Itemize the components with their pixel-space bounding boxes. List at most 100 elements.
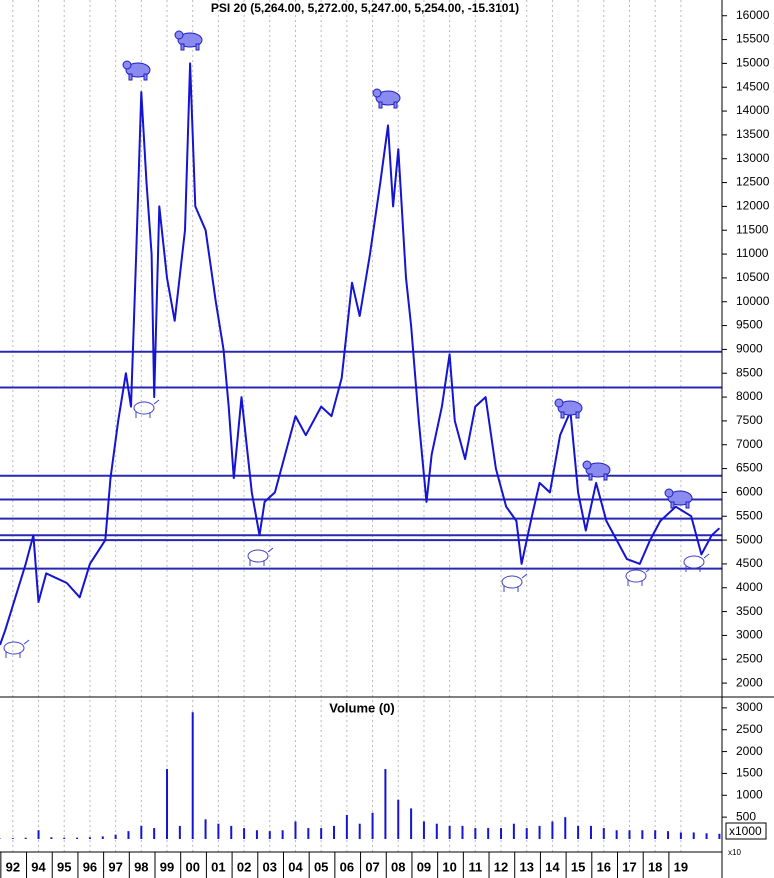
y-tick-label: 10000 [736, 294, 770, 308]
bear-icon [664, 488, 693, 509]
y-tick-label: 14000 [736, 103, 770, 117]
chart-title: PSI 20 (5,264.00, 5,272.00, 5,247.00, 5,… [211, 1, 519, 15]
volume-bar [551, 821, 554, 839]
volume-bar [654, 830, 657, 839]
icons [3, 399, 710, 658]
bull-icon [247, 547, 274, 566]
volume-bar [397, 799, 400, 839]
x-tick-label: 07 [365, 859, 379, 874]
y-tick-label: 2500 [736, 651, 763, 665]
volume-bar [268, 831, 271, 839]
volume-bar [435, 823, 438, 839]
volume-bar [88, 837, 91, 839]
y-tick-label: 14500 [736, 79, 770, 93]
volume-bar [371, 812, 374, 839]
volume-bar [178, 825, 181, 839]
y-tick-label: 3500 [736, 604, 763, 618]
x-tick-label: 02 [237, 859, 251, 874]
volume-bar [628, 830, 631, 839]
volume-bar [230, 825, 233, 839]
x-tick-label: 15 [571, 859, 585, 874]
volume-bar [217, 823, 220, 839]
bull-icon [501, 573, 528, 592]
bear-icon [372, 88, 401, 109]
volume-bar [11, 838, 14, 839]
volume-bar [448, 825, 451, 839]
volume-bar [474, 828, 477, 839]
volume-bar [667, 831, 670, 839]
x-tick-label: 10 [442, 859, 456, 874]
volume-bar [358, 823, 361, 839]
y-tick-label: 3000 [736, 700, 763, 714]
volume-bar [589, 825, 592, 839]
x-tick-label: 18 [648, 859, 662, 874]
y-tick-label: 7000 [736, 437, 763, 451]
volume-bar [500, 828, 503, 839]
y-tick-label: 9500 [736, 318, 763, 332]
y-tick-label: 12000 [736, 199, 770, 213]
x-tick-label: 94 [31, 859, 46, 874]
unit-label: x10 [728, 848, 741, 857]
volume-bar [602, 828, 605, 839]
volume-bar [564, 817, 567, 839]
y-tick-label: 3000 [736, 628, 763, 642]
x-tick-label: 13 [519, 859, 533, 874]
y-tick-label: 15500 [736, 32, 770, 46]
volume-bar [679, 832, 682, 839]
volume-bar [294, 821, 297, 839]
x-tick-label: 12 [494, 859, 508, 874]
x-tick-label: 92 [6, 859, 20, 874]
x-tick-label: 00 [185, 859, 199, 874]
y-tick-label: 5500 [736, 508, 763, 522]
y-tick-label: 1500 [736, 766, 763, 780]
y-tick-label: 2000 [736, 744, 763, 758]
y-tick-label: 12500 [736, 175, 770, 189]
volume-bar [37, 830, 40, 839]
x-tick-label: 99 [160, 859, 174, 874]
bull-icon [625, 567, 652, 586]
x-tick-label: 03 [263, 859, 277, 874]
volume-title: Volume (0) [329, 700, 395, 715]
volume-bar [461, 825, 464, 839]
volume-bar [204, 819, 207, 839]
bear-icon [582, 460, 611, 481]
volume-bar [422, 821, 425, 839]
y-tick-label: 7500 [736, 413, 763, 427]
volume-bar [307, 828, 310, 839]
volume-bar [255, 830, 258, 839]
x-tick-label: 14 [545, 859, 560, 874]
bear-icon [122, 60, 151, 81]
volume-bar [191, 712, 194, 839]
volume-bar [538, 825, 541, 839]
y-tick-label: 5000 [736, 532, 763, 546]
volume-bar [410, 808, 413, 839]
volume-bar [127, 831, 130, 839]
y-tick-label: 13500 [736, 127, 770, 141]
volume-bar [153, 828, 156, 839]
y-tick-label: 11500 [736, 222, 769, 236]
y-tick-label: 4000 [736, 580, 763, 594]
x-tick-label: 11 [468, 859, 482, 874]
x-tick-label: 98 [134, 859, 148, 874]
y-tick-label: 10500 [736, 270, 770, 284]
y-tick-label: 16000 [736, 8, 770, 22]
y-tick-label: 500 [736, 809, 756, 823]
y-tick-label: 9000 [736, 342, 763, 356]
volume-bar [577, 825, 580, 839]
bull-icon [683, 553, 710, 572]
volume-bar [114, 834, 117, 839]
volume-bar [487, 828, 490, 839]
volume-bar [384, 769, 387, 839]
y-tick-label: 1000 [736, 787, 763, 801]
bear-icon [174, 30, 203, 51]
volume-bar [320, 828, 323, 839]
y-tick-label: 13000 [736, 151, 770, 165]
x-tick-label: 01 [211, 859, 225, 874]
y-tick-label: 8000 [736, 389, 763, 403]
y-tick-label: 11000 [736, 246, 769, 260]
bear-icon [554, 398, 583, 419]
volume-bar [63, 837, 66, 839]
x-tick-label: 19 [674, 859, 688, 874]
